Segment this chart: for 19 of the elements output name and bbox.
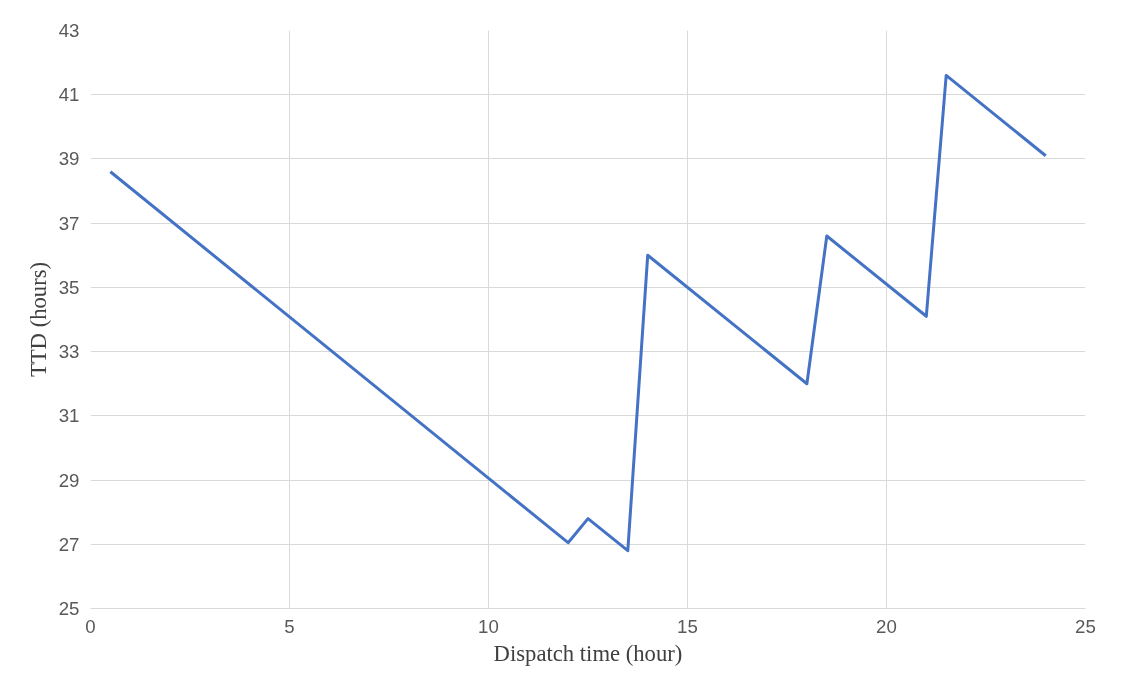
x-tick-label: 10 (478, 615, 499, 637)
y-tick-label: 35 (58, 276, 80, 298)
x-tick-label: 5 (284, 615, 295, 637)
x-tick-label: 15 (677, 615, 698, 637)
y-tick-label: 33 (58, 341, 80, 363)
x-tick-label: 0 (85, 615, 96, 637)
y-tick-label: 43 (58, 20, 80, 41)
y-tick-label: 39 (58, 148, 80, 170)
x-tick-label: 20 (876, 615, 897, 637)
y-tick-label: 27 (58, 533, 80, 555)
y-tick-label: 41 (58, 84, 80, 106)
y-axis-title: TTD (hours) (25, 261, 51, 378)
y-tick-label: 29 (58, 469, 80, 491)
y-tick-label: 25 (58, 598, 80, 619)
y-tick-label: 31 (58, 405, 80, 427)
line-series (108, 73, 1048, 553)
x-tick-label: 25 (1075, 615, 1096, 637)
x-axis-title: Dispatch time (hour) (493, 640, 683, 666)
y-tick-label: 37 (58, 212, 80, 234)
